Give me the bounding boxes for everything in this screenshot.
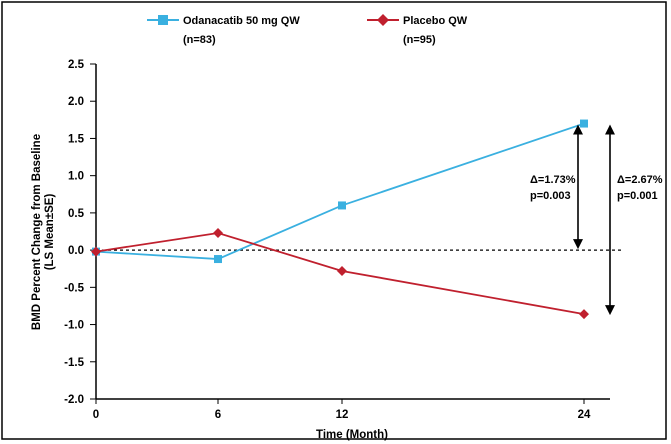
x-tick-label: 12 (336, 409, 349, 421)
data-point-placebo (579, 309, 589, 320)
legend-marker-placebo (377, 14, 389, 26)
y-tick-label: 0.5 (68, 208, 85, 220)
y-tick-label: -1.0 (64, 320, 84, 332)
legend: Odanacatib 50 mg QW (n=83) Placebo QW (n… (147, 14, 468, 46)
x-tick-label: 0 (93, 409, 99, 421)
y-tick-label: 1.0 (68, 171, 84, 183)
legend-n-placebo: (n=95) (403, 34, 436, 46)
y-tick-label: -0.5 (64, 282, 84, 294)
y-tick-label: -2.0 (64, 394, 84, 406)
x-tick-label: 24 (578, 409, 591, 421)
x-axis-title: Time (Month) (316, 429, 388, 441)
data-point-placebo (91, 246, 101, 257)
data-point-placebo (337, 265, 347, 276)
y-tick-label: -1.5 (64, 357, 84, 369)
legend-n-odanacatib: (n=83) (183, 34, 216, 46)
annotation-delta-2-p: p=0.001 (617, 190, 658, 202)
y-tick-label: 0.0 (68, 245, 84, 257)
series-line-odanacatib (95, 122, 585, 260)
y-axis-title-line2: (LS Mean±SE) (44, 194, 56, 271)
legend-item-placebo: Placebo QW (n=95) (367, 14, 468, 46)
y-tick-label: 2.5 (68, 59, 85, 71)
x-axis-ticks: 0 6 12 24 (93, 399, 591, 421)
legend-marker-odanacatib (158, 15, 168, 25)
annotation-delta-1-p: p=0.003 (530, 190, 571, 202)
annotation-delta-1-value: Δ=1.73% (530, 174, 576, 186)
annotation-delta-2: Δ=2.67% p=0.001 (605, 124, 663, 316)
legend-label-odanacatib: Odanacatib 50 mg QW (183, 15, 300, 27)
data-point-odanacatib (580, 119, 588, 128)
y-tick-label: 2.0 (68, 96, 84, 108)
annotation-delta-2-value: Δ=2.67% (617, 174, 663, 186)
legend-item-odanacatib: Odanacatib 50 mg QW (n=83) (147, 15, 300, 46)
y-axis-ticks: -2.0 -1.5 -1.0 -0.5 0.0 0.5 1.0 1.5 2.0 2.5 (64, 59, 96, 406)
x-tick-label: 6 (215, 409, 221, 421)
data-point-odanacatib (338, 201, 346, 210)
legend-label-placebo: Placebo QW (403, 15, 468, 27)
y-axis-title: BMD Percent Change from Baseline (LS Mea… (31, 134, 56, 330)
data-point-placebo (213, 227, 223, 238)
series-layer (91, 119, 589, 320)
y-tick-label: 1.5 (68, 133, 85, 145)
data-point-odanacatib (214, 255, 222, 264)
annotation-delta-1: Δ=1.73% p=0.003 (530, 124, 583, 250)
series-line-placebo (95, 232, 585, 316)
y-axis-title-line1: BMD Percent Change from Baseline (31, 134, 43, 330)
